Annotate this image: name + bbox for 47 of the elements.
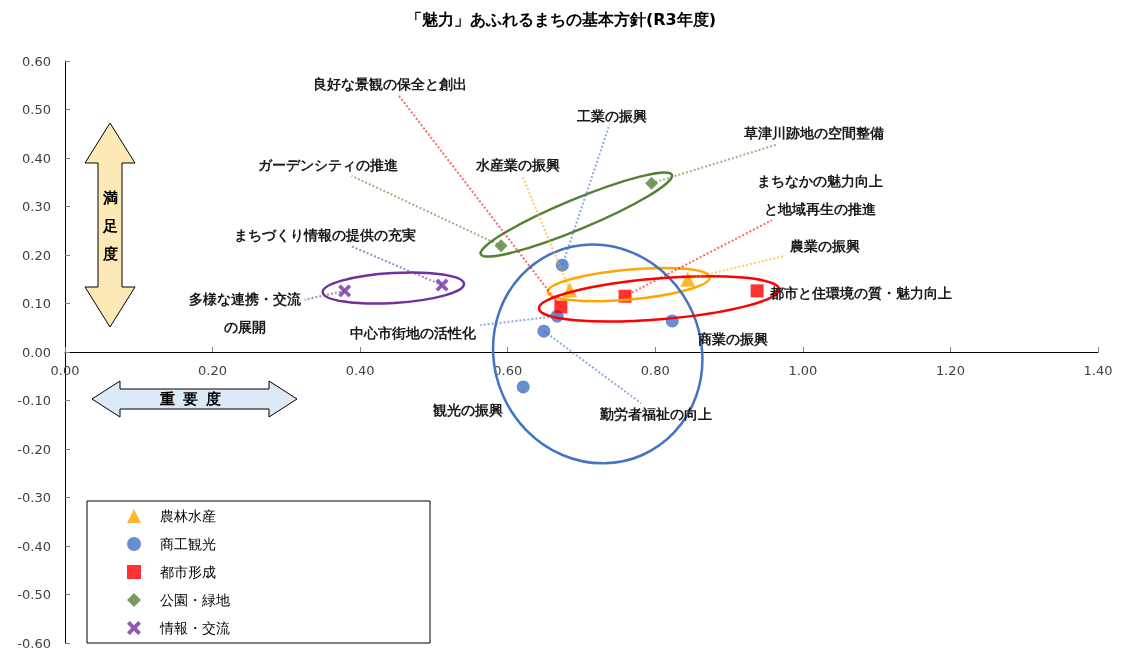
point: [554, 300, 568, 314]
annotation: 多様な連携・交流の展開: [188, 290, 302, 335]
legend-label: 情報・交流: [159, 620, 230, 636]
y-tick-label: -0.30: [17, 490, 51, 505]
x-tick-label: 1.20: [935, 363, 965, 378]
annotation: 良好な景観の保全と創出: [312, 75, 467, 92]
y-tick-label: -0.60: [17, 635, 51, 651]
point: [516, 380, 530, 394]
y-tick-label: 0.00: [22, 344, 51, 360]
annotation: まちづくり情報の提供の充実: [234, 227, 417, 244]
y-tick-label: -0.50: [17, 587, 51, 602]
annotation: 農業の振興: [788, 238, 860, 255]
y-tick-label: 0.30: [22, 199, 51, 214]
chart-title: 「魅力」あふれるまちの基本方針(R3年度): [405, 9, 717, 29]
y-tick-label: -0.40: [17, 538, 51, 554]
point: [645, 176, 659, 190]
y-tick-label: 0.50: [22, 102, 51, 117]
legend-label: 都市形成: [160, 564, 216, 580]
point: [494, 239, 508, 253]
point: [750, 284, 764, 298]
x-axis-title: 重要度: [159, 390, 229, 408]
legend-label: 商工観光: [160, 536, 216, 552]
legend-label: 農林水産: [160, 508, 216, 524]
annotation: ガーデンシティの推進: [258, 156, 400, 173]
y-tick-label: -0.10: [17, 393, 51, 408]
point: [338, 284, 352, 298]
annotation: 水産業の振興: [474, 156, 560, 173]
x-tick-label: 0.40: [345, 363, 375, 378]
x-tick-label: 0.20: [198, 363, 228, 378]
legend-label: 公園・緑地: [160, 592, 230, 608]
annotation: 工業の振興: [576, 108, 648, 125]
y-tick-label: -0.20: [17, 441, 51, 457]
annotation: まちなかの魅力向上と地域再生の推進: [757, 173, 884, 218]
point: [435, 278, 449, 292]
y-axis-title: 満足度: [101, 189, 118, 263]
point: [555, 258, 569, 272]
y-tick-label: 0.20: [22, 247, 51, 263]
annotation: 観光の振興: [432, 401, 504, 418]
y-tick-label: 0.10: [22, 296, 51, 311]
x-tick-label: 0.80: [640, 363, 670, 378]
y-tick-label: 0.40: [22, 150, 51, 166]
x-tick-label: 1.40: [1083, 363, 1113, 378]
x-tick-label: 1.00: [788, 363, 818, 378]
annotation: 草津川跡地の空間整備: [742, 125, 884, 142]
annotation: 中心市街地の活性化: [350, 325, 478, 342]
y-tick-label: 0.60: [22, 53, 51, 69]
point: [537, 324, 551, 338]
